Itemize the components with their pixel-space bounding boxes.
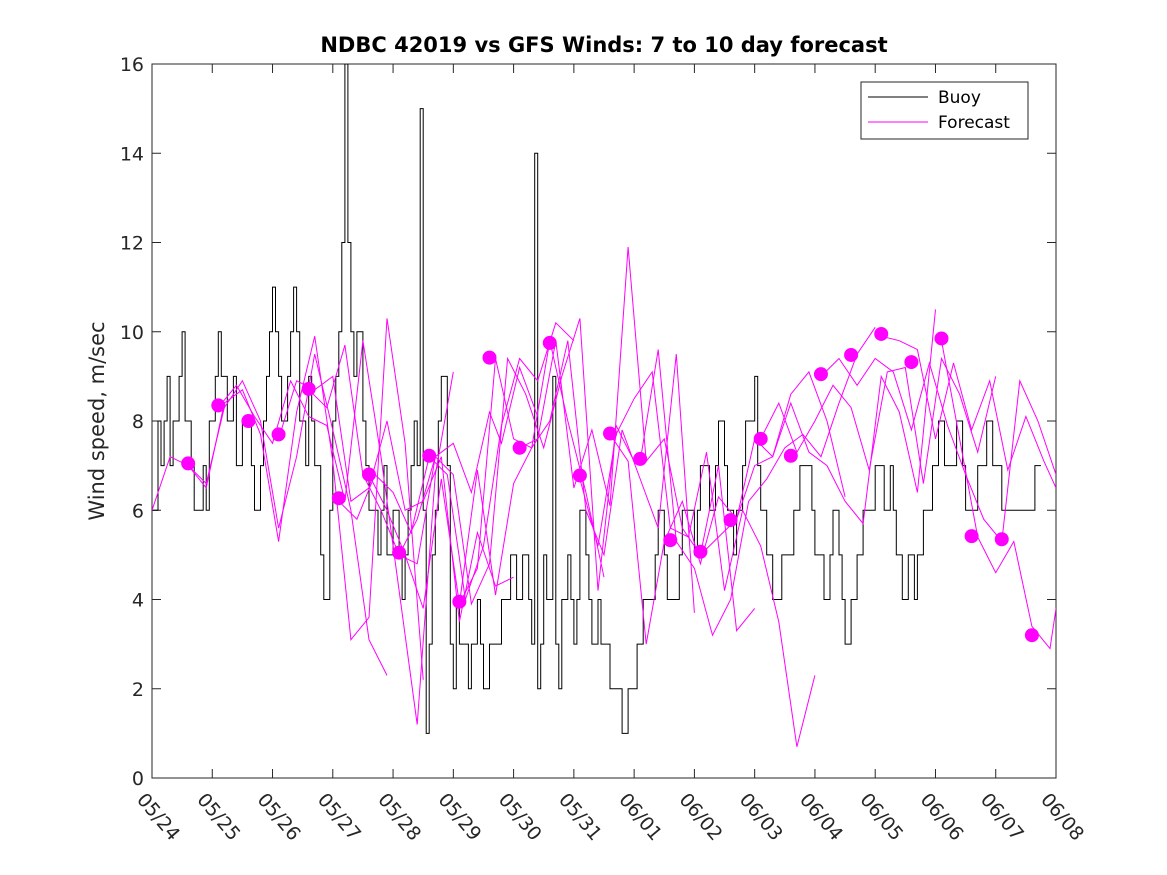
legend-forecast-label: Forecast — [938, 113, 1010, 133]
forecast-run-line — [519, 246, 756, 632]
forecast-marker-point — [723, 513, 738, 528]
y-tick-label: 10 — [120, 322, 144, 344]
forecast-marker-point — [663, 533, 678, 548]
forecast-marker-point — [633, 451, 648, 466]
buoy-series-line — [152, 64, 1041, 734]
forecast-run-line — [820, 357, 1056, 543]
forecast-marker-point — [693, 544, 708, 559]
forecast-marker-point — [181, 456, 196, 471]
forecast-run-line — [760, 356, 997, 484]
forecast-marker-point — [241, 414, 256, 428]
legend-box — [860, 81, 1029, 140]
forecast-marker-point — [1024, 628, 1039, 643]
forecast-marker-point — [542, 335, 557, 350]
forecast-marker-point — [422, 448, 437, 463]
y-axis-label: Wind speed, m/sec — [85, 321, 109, 520]
forecast-marker-point — [572, 468, 587, 483]
forecast-marker-point — [813, 367, 828, 382]
forecast-marker-point — [934, 331, 949, 346]
forecast-marker-point — [603, 426, 618, 441]
forecast-run-line — [187, 318, 424, 680]
chart-legend: Buoy Forecast — [860, 81, 1029, 140]
y-tick-label: 14 — [120, 143, 144, 165]
forecast-run-line — [639, 327, 876, 637]
y-tick-label: 0 — [132, 768, 144, 790]
chart-title: NDBC 42019 vs GFS Winds: 7 to 10 day for… — [320, 33, 887, 57]
forecast-run-line — [700, 309, 936, 556]
forecast-run-line — [217, 340, 454, 725]
forecast-marker-point — [783, 448, 798, 463]
forecast-run-line — [881, 335, 1056, 489]
forecast-marker-point — [964, 529, 979, 544]
forecast-marker-point — [392, 545, 407, 560]
forecast-marker-point — [331, 491, 346, 506]
forecast-marker-point — [994, 532, 1009, 547]
forecast-run-line — [278, 375, 514, 622]
forecast-run-line — [609, 370, 846, 645]
forecast-marker-point — [874, 326, 889, 341]
legend-buoy-label: Buoy — [938, 88, 981, 108]
forecast-run-line — [458, 340, 695, 613]
forecast-marker-point — [512, 440, 527, 455]
y-tick-label: 12 — [120, 233, 144, 255]
y-tick-label: 6 — [132, 500, 144, 522]
forecast-run-line — [579, 370, 816, 747]
forecast-marker-point — [271, 427, 286, 442]
forecast-marker-point — [361, 467, 376, 482]
forecast-marker-point — [904, 355, 919, 370]
forecast-run-line — [398, 318, 635, 606]
y-tick-label: 16 — [120, 54, 144, 76]
data-layer — [152, 64, 1056, 747]
y-tick-label: 4 — [132, 590, 144, 612]
forecast-run-line — [338, 321, 575, 600]
y-tick-label: 2 — [132, 679, 144, 701]
forecast-marker-point — [844, 347, 859, 362]
forecast-marker-point — [301, 381, 316, 396]
forecast-run-line — [368, 340, 605, 609]
forecast-marker-point — [452, 594, 467, 609]
forecast-marker-point — [482, 350, 497, 365]
y-tick-label: 8 — [132, 411, 144, 433]
forecast-marker-point — [753, 431, 768, 446]
forecast-marker-point — [211, 398, 226, 413]
forecast-run-line — [941, 340, 1056, 650]
